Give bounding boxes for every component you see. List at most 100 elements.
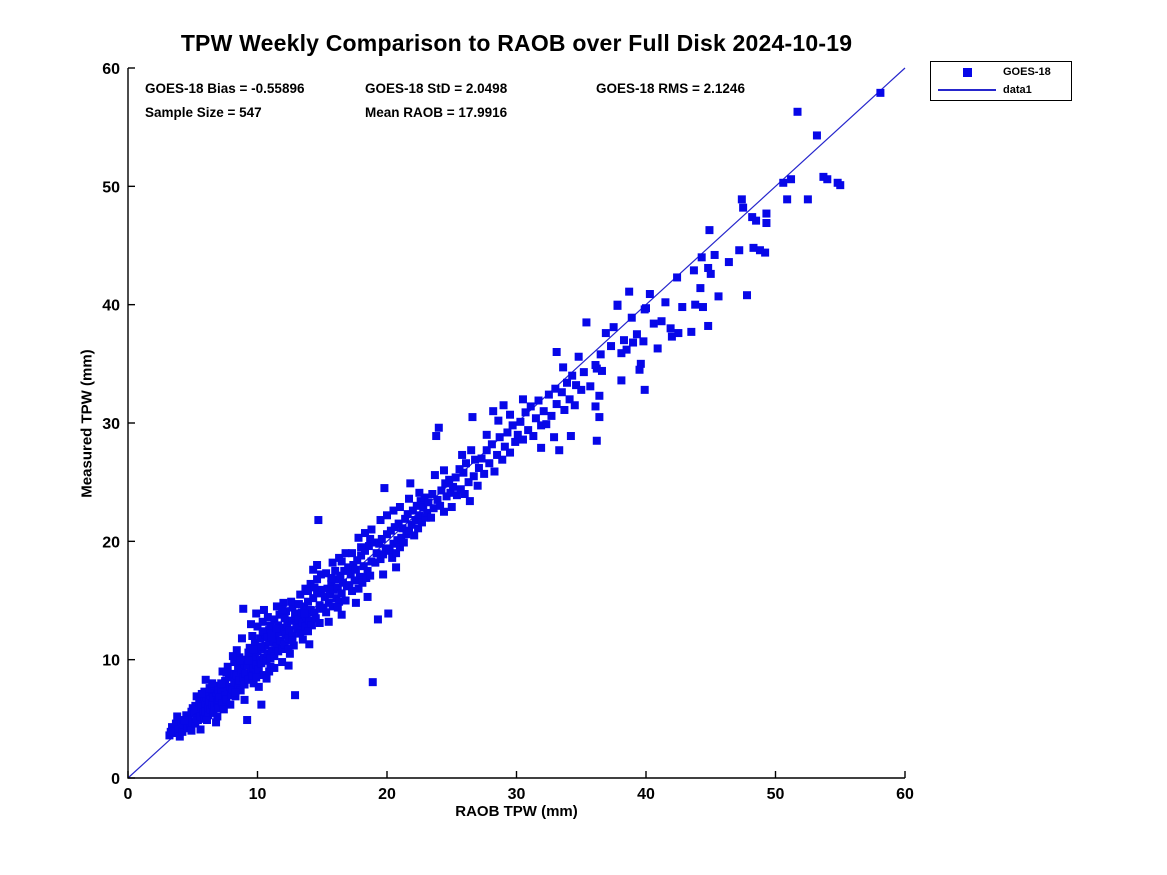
scatter-point — [657, 317, 666, 326]
scatter-point — [241, 669, 250, 678]
legend-entry-goes18: GOES-18 — [931, 64, 1071, 80]
scatter-point — [202, 716, 211, 725]
scatter-point — [537, 421, 546, 430]
scatter-point — [447, 503, 456, 512]
x-tick-label: 0 — [124, 786, 133, 803]
scatter-point — [480, 469, 489, 478]
scatter-point — [436, 501, 445, 510]
y-tick-label: 10 — [102, 653, 120, 670]
scatter-point — [446, 488, 455, 497]
x-tick-label: 10 — [249, 786, 267, 803]
scatter-point — [586, 382, 595, 391]
stat-sample-size: Sample Size = 547 — [145, 105, 262, 120]
scatter-point — [266, 621, 275, 630]
scatter-point — [284, 661, 293, 670]
scatter-point — [579, 368, 588, 377]
scatter-point — [372, 549, 381, 558]
scatter-point — [212, 718, 221, 727]
scatter-point — [574, 352, 583, 361]
scatter-point — [278, 605, 287, 614]
scatter-point — [327, 574, 336, 583]
scatter-point — [294, 600, 303, 609]
scatter-point — [687, 327, 696, 336]
legend-line-swatch-icon — [938, 89, 996, 91]
y-tick-label: 20 — [102, 534, 120, 551]
scatter-point — [351, 598, 360, 607]
scatter-point — [405, 494, 414, 503]
scatter-point — [253, 622, 262, 631]
scatter-point — [232, 646, 241, 655]
scatter-point — [434, 423, 443, 432]
scatter-point — [635, 365, 644, 374]
scatter-point — [482, 446, 491, 455]
scatter-point — [537, 443, 546, 452]
scatter-point — [337, 610, 346, 619]
scatter-point — [566, 432, 575, 441]
scatter-point — [649, 319, 658, 328]
stat-mean-raob: Mean RAOB = 17.9916 — [365, 105, 508, 120]
scatter-point — [205, 684, 214, 693]
scatter-point — [187, 726, 196, 735]
scatter-point — [749, 243, 758, 252]
scatter-point — [257, 700, 266, 709]
scatter-point — [296, 629, 305, 638]
x-tick-label: 60 — [896, 786, 914, 803]
scatter-point — [269, 637, 278, 646]
scatter-point — [383, 511, 391, 520]
scatter-point — [477, 454, 486, 463]
scatter-point — [619, 336, 628, 345]
scatter-point — [249, 679, 258, 688]
scatter-point — [405, 526, 414, 535]
scatter-point — [394, 519, 403, 528]
scatter-point — [787, 175, 796, 184]
scatter-point — [337, 589, 346, 598]
scatter-point — [743, 291, 752, 300]
legend-label-data1: data1 — [1003, 84, 1032, 96]
scatter-point — [331, 566, 340, 575]
scatter-point — [639, 337, 648, 346]
scatter-point — [313, 561, 322, 569]
scatter-point — [348, 587, 357, 596]
scatter-point — [320, 592, 329, 601]
scatter-point — [737, 195, 746, 204]
scatter-point — [783, 195, 792, 204]
scatter-point — [291, 691, 300, 700]
scatter-point — [171, 719, 180, 728]
scatter-point — [280, 640, 289, 649]
scatter-point — [762, 209, 771, 218]
scatter-point — [385, 546, 394, 555]
scatter-point — [557, 388, 566, 397]
scatter-point — [487, 440, 496, 449]
scatter-point — [326, 590, 335, 599]
scatter-point — [265, 626, 274, 635]
scatter-point — [166, 727, 175, 736]
scatter-point — [323, 584, 332, 593]
scatter-point — [395, 503, 404, 512]
scatter-point — [250, 654, 259, 663]
scatter-point — [234, 681, 243, 690]
scatter-point — [428, 490, 437, 498]
scatter-point — [257, 659, 266, 668]
x-tick-label: 50 — [767, 786, 785, 803]
scatter-point — [265, 667, 274, 676]
scatter-point — [542, 420, 551, 429]
scatter-point — [563, 378, 572, 387]
scatter-point — [697, 253, 706, 262]
y-tick-label: 30 — [102, 416, 120, 433]
scatter-point — [544, 390, 553, 399]
scatter-point — [474, 463, 483, 472]
scatter-point — [328, 558, 337, 567]
scatter-point — [518, 395, 527, 404]
scatter-point — [309, 594, 318, 603]
scatter-point — [823, 175, 832, 184]
scatter-point — [377, 534, 386, 543]
scatter-point — [414, 524, 423, 533]
scatter-point — [313, 575, 322, 584]
scatter-point — [547, 411, 556, 420]
scatter-point — [627, 313, 636, 322]
scatter-point — [258, 617, 267, 626]
scatter-point — [371, 558, 380, 567]
scatter-point — [499, 401, 508, 410]
scatter-point — [366, 534, 375, 543]
scatter-point — [360, 529, 369, 538]
